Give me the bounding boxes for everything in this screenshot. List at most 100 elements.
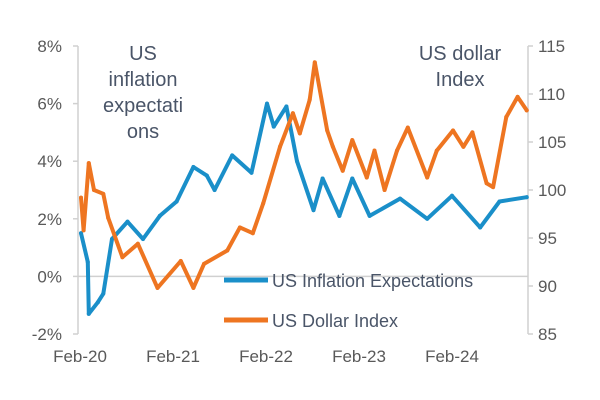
left-annotation-line: expectati [103, 95, 183, 117]
data-point [290, 111, 295, 116]
data-point [79, 195, 84, 200]
data-point [394, 148, 399, 153]
data-point [125, 219, 130, 224]
data-point [212, 188, 217, 192]
left-tick-label: -2% [32, 325, 62, 344]
data-point [86, 161, 91, 166]
series-line-dollar [79, 60, 529, 290]
data-point [265, 101, 270, 106]
data-point [515, 94, 520, 99]
left-annotation-line: inflation [109, 69, 178, 91]
series-lines [79, 60, 529, 316]
data-point [491, 185, 496, 190]
data-point [91, 188, 96, 192]
data-point [297, 131, 302, 136]
x-tick-label: Feb-21 [146, 347, 200, 366]
data-point [367, 213, 372, 218]
left-annotation-line: ons [127, 121, 159, 143]
data-point [497, 199, 502, 204]
data-point [295, 159, 299, 164]
right-annotation-line: Index [436, 69, 485, 91]
data-point [350, 138, 355, 143]
data-point [277, 144, 282, 149]
data-point [325, 128, 330, 133]
data-point [237, 225, 242, 230]
data-point [450, 193, 454, 198]
left-tick-label: 2% [37, 210, 62, 229]
data-point [204, 173, 209, 178]
data-point [425, 175, 430, 180]
right-tick-label: 90 [538, 277, 557, 296]
data-point [372, 148, 377, 153]
data-point [405, 125, 410, 130]
data-point [79, 231, 84, 236]
data-point [106, 215, 111, 220]
left-tick-label: 4% [37, 152, 62, 171]
data-point [330, 144, 335, 149]
axes: 8% 6% 4% 2% 0% -2% 115 110 105 100 95 90 85 Feb-20 Feb… [32, 37, 567, 366]
data-point [382, 188, 387, 192]
data-point [451, 128, 456, 133]
series-line-inflation [79, 101, 529, 316]
data-point [191, 164, 196, 169]
data-point [524, 195, 529, 200]
data-point [101, 191, 106, 196]
data-point [311, 208, 316, 213]
data-point [478, 225, 483, 230]
x-tick-label: Feb-20 [53, 347, 107, 366]
data-point [178, 259, 183, 264]
left-tick-label: 0% [37, 267, 62, 286]
data-point [271, 124, 276, 129]
x-tick-label: Feb-23 [332, 347, 386, 366]
data-point [504, 115, 509, 120]
data-point [484, 181, 489, 186]
data-point [337, 213, 342, 218]
data-point [284, 104, 289, 109]
data-point [110, 236, 115, 241]
left-tick-label: 6% [37, 95, 62, 114]
data-point [524, 108, 529, 113]
left-tick-label: 8% [37, 37, 62, 56]
legend: US Inflation Expectations US Dollar Inde… [224, 271, 473, 331]
data-point [230, 153, 235, 158]
right-tick-label: 85 [538, 325, 557, 344]
right-tick-label: 100 [538, 181, 566, 200]
left-annotation-line: US [129, 43, 157, 65]
data-point [85, 260, 90, 264]
data-point [225, 248, 230, 253]
data-point [398, 196, 403, 201]
data-point [86, 311, 91, 316]
data-point [135, 241, 140, 246]
data-point [202, 261, 206, 266]
data-point [425, 216, 430, 221]
data-point [461, 144, 466, 149]
right-annotation-line: US dollar [419, 43, 502, 65]
data-point [364, 175, 369, 180]
data-point [155, 285, 160, 290]
data-point [95, 300, 100, 305]
data-point [120, 255, 125, 260]
data-point [312, 60, 317, 65]
data-point [157, 213, 162, 218]
x-tick-label: Feb-24 [425, 347, 479, 366]
legend-label-dollar: US Dollar Index [272, 311, 398, 331]
right-tick-label: 115 [538, 37, 565, 56]
data-point [434, 148, 439, 153]
right-tick-label: 95 [538, 229, 557, 248]
data-point [320, 176, 325, 181]
right-tick-label: 105 [538, 133, 566, 152]
data-point [261, 201, 266, 206]
data-point [250, 231, 255, 236]
right-axis-annotation: US dollar Index [419, 43, 502, 91]
legend-label-inflation: US Inflation Expectations [272, 271, 473, 291]
data-point [191, 285, 196, 290]
right-tick-label: 110 [538, 85, 565, 104]
data-point [81, 228, 86, 233]
x-tick-label: Feb-22 [239, 347, 293, 366]
data-point [307, 97, 312, 102]
data-point [249, 170, 254, 175]
left-axis-annotation: US inflation expectati ons [103, 43, 183, 143]
data-point [470, 130, 475, 135]
data-point [101, 291, 106, 296]
